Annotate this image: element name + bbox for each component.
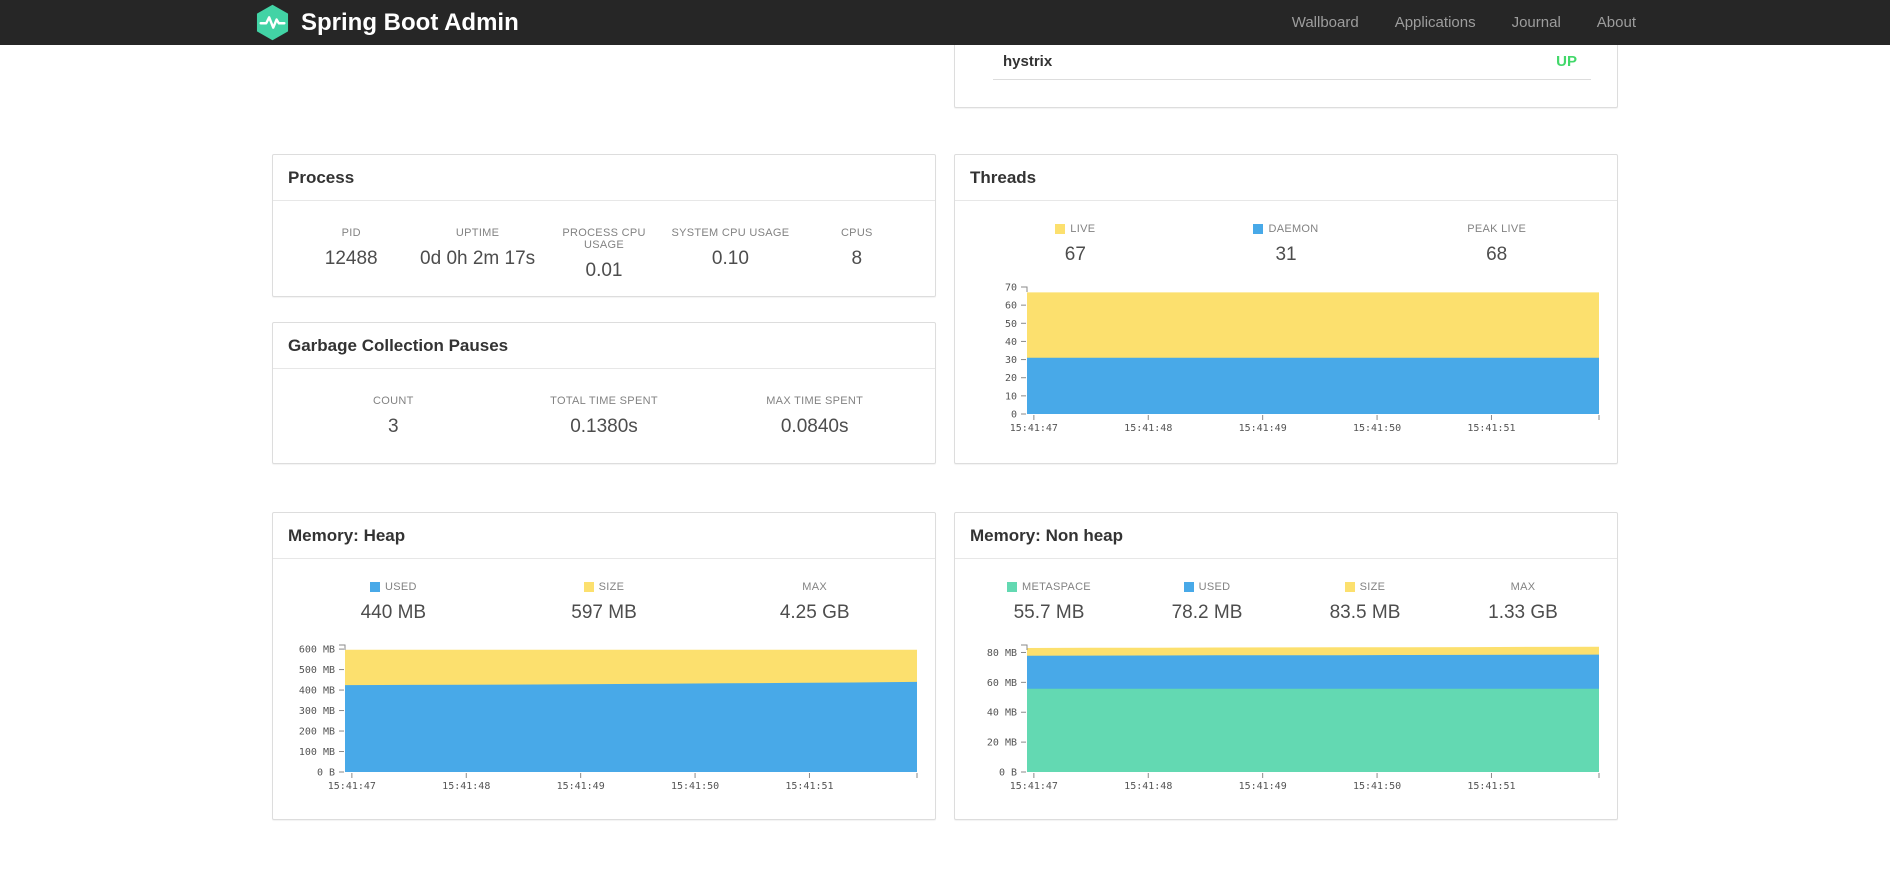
svg-text:40: 40 bbox=[1005, 337, 1017, 348]
stat-nonheap-max: MAX 1.33 GB bbox=[1488, 581, 1558, 623]
svg-text:15:41:47: 15:41:47 bbox=[1010, 781, 1058, 792]
svg-text:15:41:51: 15:41:51 bbox=[1467, 781, 1515, 792]
threads-stats: LIVE 67 DAEMON 31 PEAK LIVE 68 bbox=[955, 201, 1617, 270]
svg-text:60: 60 bbox=[1005, 301, 1017, 312]
svg-text:40 MB: 40 MB bbox=[987, 708, 1017, 719]
svg-text:15:41:48: 15:41:48 bbox=[1124, 781, 1172, 792]
stat-nonheap-used: USED 78.2 MB bbox=[1171, 581, 1243, 623]
application-row[interactable]: hystrix UP bbox=[955, 45, 1617, 77]
svg-text:20 MB: 20 MB bbox=[987, 738, 1017, 749]
svg-text:300 MB: 300 MB bbox=[299, 706, 335, 717]
svg-text:0 B: 0 B bbox=[317, 768, 335, 779]
nav-item-journal[interactable]: Journal bbox=[1511, 14, 1561, 31]
svg-text:15:41:49: 15:41:49 bbox=[1239, 781, 1287, 792]
nonheap-used-legend-swatch bbox=[1183, 582, 1194, 592]
stat-gc-max-time: MAX TIME SPENT 0.0840s bbox=[766, 395, 864, 437]
svg-text:15:41:47: 15:41:47 bbox=[328, 781, 376, 792]
threads-card-title: Threads bbox=[955, 155, 1617, 201]
svg-text:0 B: 0 B bbox=[999, 768, 1017, 779]
svg-text:60 MB: 60 MB bbox=[987, 678, 1017, 689]
divider bbox=[993, 79, 1591, 80]
application-status-card: hystrix UP bbox=[954, 45, 1618, 108]
svg-text:15:41:50: 15:41:50 bbox=[1353, 781, 1401, 792]
stat-system-cpu: SYSTEM CPU USAGE 0.10 bbox=[671, 227, 790, 269]
threads-card: Threads LIVE 67 DAEMON 31 bbox=[954, 154, 1618, 464]
gc-card-title: Garbage Collection Pauses bbox=[273, 323, 935, 369]
nav-item-applications[interactable]: Applications bbox=[1394, 14, 1476, 31]
heap-used-legend-swatch bbox=[369, 582, 380, 592]
threads-live-legend-swatch bbox=[1055, 224, 1066, 234]
svg-text:10: 10 bbox=[1005, 391, 1017, 402]
stat-threads-peak-live: PEAK LIVE 68 bbox=[1467, 223, 1527, 265]
gc-stats: COUNT 3 TOTAL TIME SPENT 0.1380s MAX TIM… bbox=[273, 369, 935, 442]
svg-text:15:41:50: 15:41:50 bbox=[1353, 423, 1401, 434]
stat-gc-count: COUNT 3 bbox=[373, 395, 414, 437]
pulse-logo-icon bbox=[254, 4, 291, 41]
svg-text:15:41:51: 15:41:51 bbox=[785, 781, 833, 792]
svg-text:0: 0 bbox=[1011, 410, 1017, 421]
stat-nonheap-size: SIZE 83.5 MB bbox=[1329, 581, 1401, 623]
application-status-badge: UP bbox=[1556, 53, 1577, 70]
svg-text:15:41:50: 15:41:50 bbox=[671, 781, 719, 792]
svg-text:100 MB: 100 MB bbox=[299, 747, 335, 758]
threads-daemon-legend-swatch bbox=[1253, 224, 1264, 234]
svg-text:400 MB: 400 MB bbox=[299, 686, 335, 697]
threads-chart: 0 10 20 30 40 50 60 70 15:41:47 15:41:48 15:41:49 1… bbox=[959, 280, 1607, 438]
memory-heap-chart: 0 B 100 MB 200 MB 300 MB 400 MB 500 MB 600 MB 1… bbox=[277, 638, 925, 796]
left-column: Process PID 12488 UPTIME 0d 0h 2m 17s PR… bbox=[272, 45, 936, 820]
stat-process-cpu: PROCESS CPU USAGE 0.01 bbox=[562, 227, 646, 281]
svg-text:15:41:47: 15:41:47 bbox=[1010, 423, 1058, 434]
heap-size-legend-swatch bbox=[583, 582, 594, 592]
stat-heap-size: SIZE 597 MB bbox=[571, 581, 637, 623]
gc-card: Garbage Collection Pauses COUNT 3 TOTAL … bbox=[272, 322, 936, 464]
svg-text:600 MB: 600 MB bbox=[299, 645, 335, 656]
svg-text:15:41:48: 15:41:48 bbox=[442, 781, 490, 792]
memory-heap-stats: USED 440 MB SIZE 597 MB MAX 4.25 GB bbox=[273, 559, 935, 628]
stat-nonheap-metaspace: METASPACE 55.7 MB bbox=[970, 581, 1128, 624]
stat-threads-live: LIVE 67 bbox=[970, 223, 1181, 266]
svg-text:80 MB: 80 MB bbox=[987, 648, 1017, 659]
svg-text:200 MB: 200 MB bbox=[299, 727, 335, 738]
stat-pid: PID 12488 bbox=[324, 227, 378, 269]
application-name: hystrix bbox=[1003, 53, 1053, 70]
svg-text:20: 20 bbox=[1005, 373, 1017, 384]
brand[interactable]: Spring Boot Admin bbox=[254, 4, 519, 41]
memory-nonheap-chart: 0 B 20 MB 40 MB 60 MB 80 MB 15:41:47 15:41:48 1… bbox=[959, 638, 1607, 796]
stat-heap-used: USED 440 MB bbox=[360, 581, 427, 623]
navbar: Spring Boot Admin Wallboard Applications… bbox=[0, 0, 1890, 45]
right-column: hystrix UP Threads LIVE 67 DAEMON bbox=[954, 45, 1618, 820]
svg-text:30: 30 bbox=[1005, 355, 1017, 366]
memory-nonheap-card: Memory: Non heap METASPACE 55.7 MB USED … bbox=[954, 512, 1618, 820]
stat-gc-total-time: TOTAL TIME SPENT 0.1380s bbox=[550, 395, 658, 437]
svg-text:15:41:48: 15:41:48 bbox=[1124, 423, 1172, 434]
process-card: Process PID 12488 UPTIME 0d 0h 2m 17s PR… bbox=[272, 154, 936, 297]
stat-cpus: CPUS 8 bbox=[840, 227, 873, 269]
memory-nonheap-card-title: Memory: Non heap bbox=[955, 513, 1617, 559]
nav-item-about[interactable]: About bbox=[1596, 14, 1636, 31]
svg-text:500 MB: 500 MB bbox=[299, 665, 335, 676]
nonheap-metaspace-legend-swatch bbox=[1007, 582, 1018, 592]
stat-threads-daemon: DAEMON 31 bbox=[1181, 223, 1392, 266]
memory-nonheap-stats: METASPACE 55.7 MB USED 78.2 MB SIZE bbox=[955, 559, 1617, 628]
process-card-title: Process bbox=[273, 155, 935, 201]
nonheap-size-legend-swatch bbox=[1344, 582, 1355, 592]
nav-links: Wallboard Applications Journal About bbox=[1292, 14, 1636, 31]
svg-text:50: 50 bbox=[1005, 319, 1017, 330]
nav-item-wallboard[interactable]: Wallboard bbox=[1291, 14, 1359, 31]
svg-text:15:41:51: 15:41:51 bbox=[1467, 423, 1515, 434]
stat-heap-max: MAX 4.25 GB bbox=[779, 581, 850, 623]
main-content: Process PID 12488 UPTIME 0d 0h 2m 17s PR… bbox=[272, 45, 1618, 820]
memory-heap-card-title: Memory: Heap bbox=[273, 513, 935, 559]
stat-uptime: UPTIME 0d 0h 2m 17s bbox=[420, 227, 536, 269]
process-stats: PID 12488 UPTIME 0d 0h 2m 17s PROCESS CP… bbox=[273, 201, 935, 286]
memory-heap-card: Memory: Heap USED 440 MB SIZE 597 MB bbox=[272, 512, 936, 820]
brand-title: Spring Boot Admin bbox=[301, 8, 519, 36]
svg-text:15:41:49: 15:41:49 bbox=[1239, 423, 1287, 434]
svg-text:15:41:49: 15:41:49 bbox=[557, 781, 605, 792]
svg-text:70: 70 bbox=[1005, 283, 1017, 294]
